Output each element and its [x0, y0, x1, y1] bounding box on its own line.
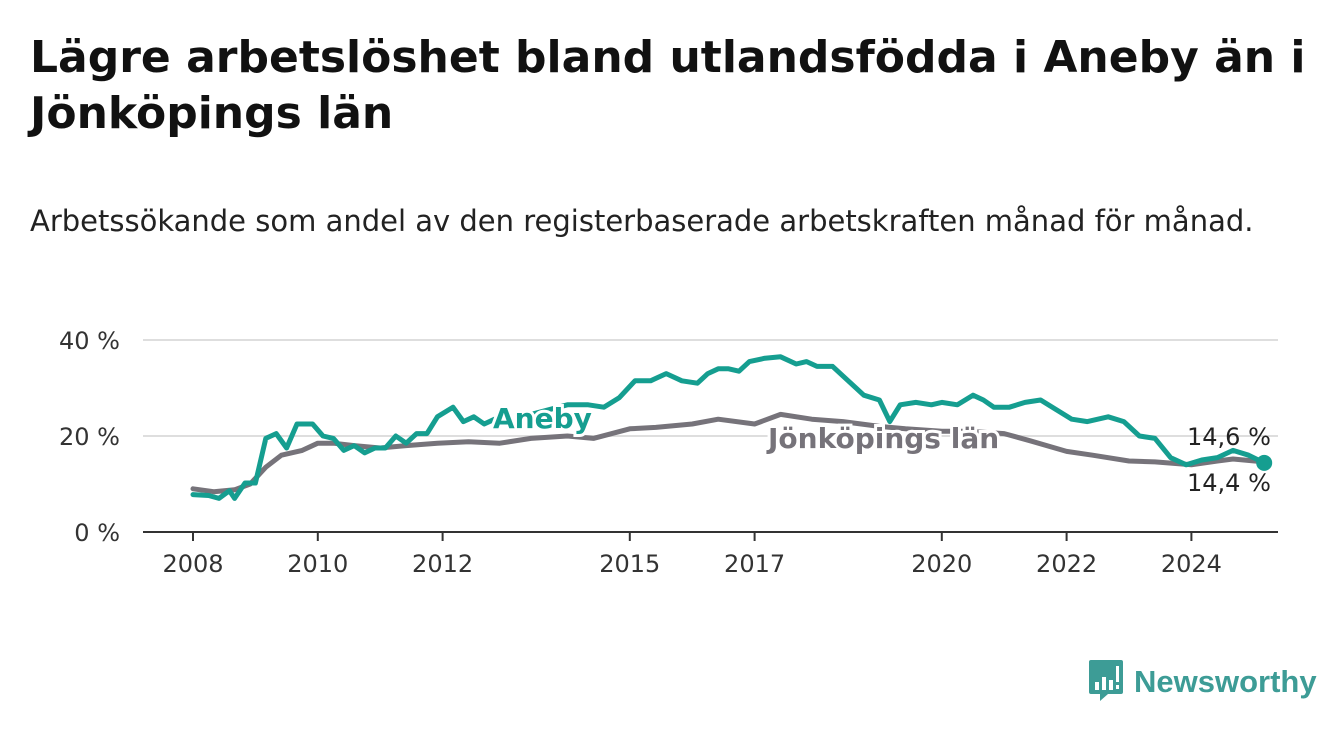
x-tick-label: 2024 [1161, 550, 1222, 578]
bar-chart-logo-icon [1088, 658, 1124, 706]
x-tick-label: 2010 [287, 550, 348, 578]
series-label-aneby: Aneby [493, 402, 592, 435]
y-tick-label: 40 % [59, 327, 120, 355]
series-line-aneby [190, 354, 1267, 501]
x-tick-label: 2015 [599, 550, 660, 578]
x-axis-labels: 2008 2010 2012 2015 2017 2020 2022 2024 [162, 550, 1221, 578]
x-axis [143, 531, 1278, 541]
series-labels: Aneby Jönköpings län 14,6 % 14,4 % [490, 399, 1271, 497]
end-value-label-aneby: 14,4 % [1187, 469, 1271, 497]
chart-title: Lägre arbetslöshet bland utlandsfödda i … [30, 32, 1306, 139]
x-tick-label: 2008 [162, 550, 223, 578]
brand-name: Newsworthy [1134, 664, 1317, 699]
x-tick-label: 2012 [412, 550, 473, 578]
x-tick-label: 2017 [724, 550, 785, 578]
chart-subtitle: Arbetssökande som andel av den registerb… [30, 204, 1254, 238]
series-label-jonkopings-lan: Jönköpings län [766, 422, 999, 455]
x-tick-label: 2022 [1036, 550, 1097, 578]
end-value-label-jonkopings-lan: 14,6 % [1187, 423, 1271, 451]
y-tick-label: 0 % [74, 519, 120, 547]
x-tick-label: 2020 [911, 550, 972, 578]
series-end-marker-aneby [1256, 454, 1273, 471]
y-axis-labels: 0 % 20 % 40 % [59, 327, 120, 547]
y-tick-label: 20 % [59, 423, 120, 451]
series-line-jonkopings-lan [190, 411, 1267, 495]
series-lines [190, 354, 1273, 501]
line-chart: 0 % 20 % 40 % 2008 2010 2012 2015 2017 2020 2022… [59, 327, 1278, 578]
newsworthy-logo: Newsworthy [1088, 660, 1317, 704]
